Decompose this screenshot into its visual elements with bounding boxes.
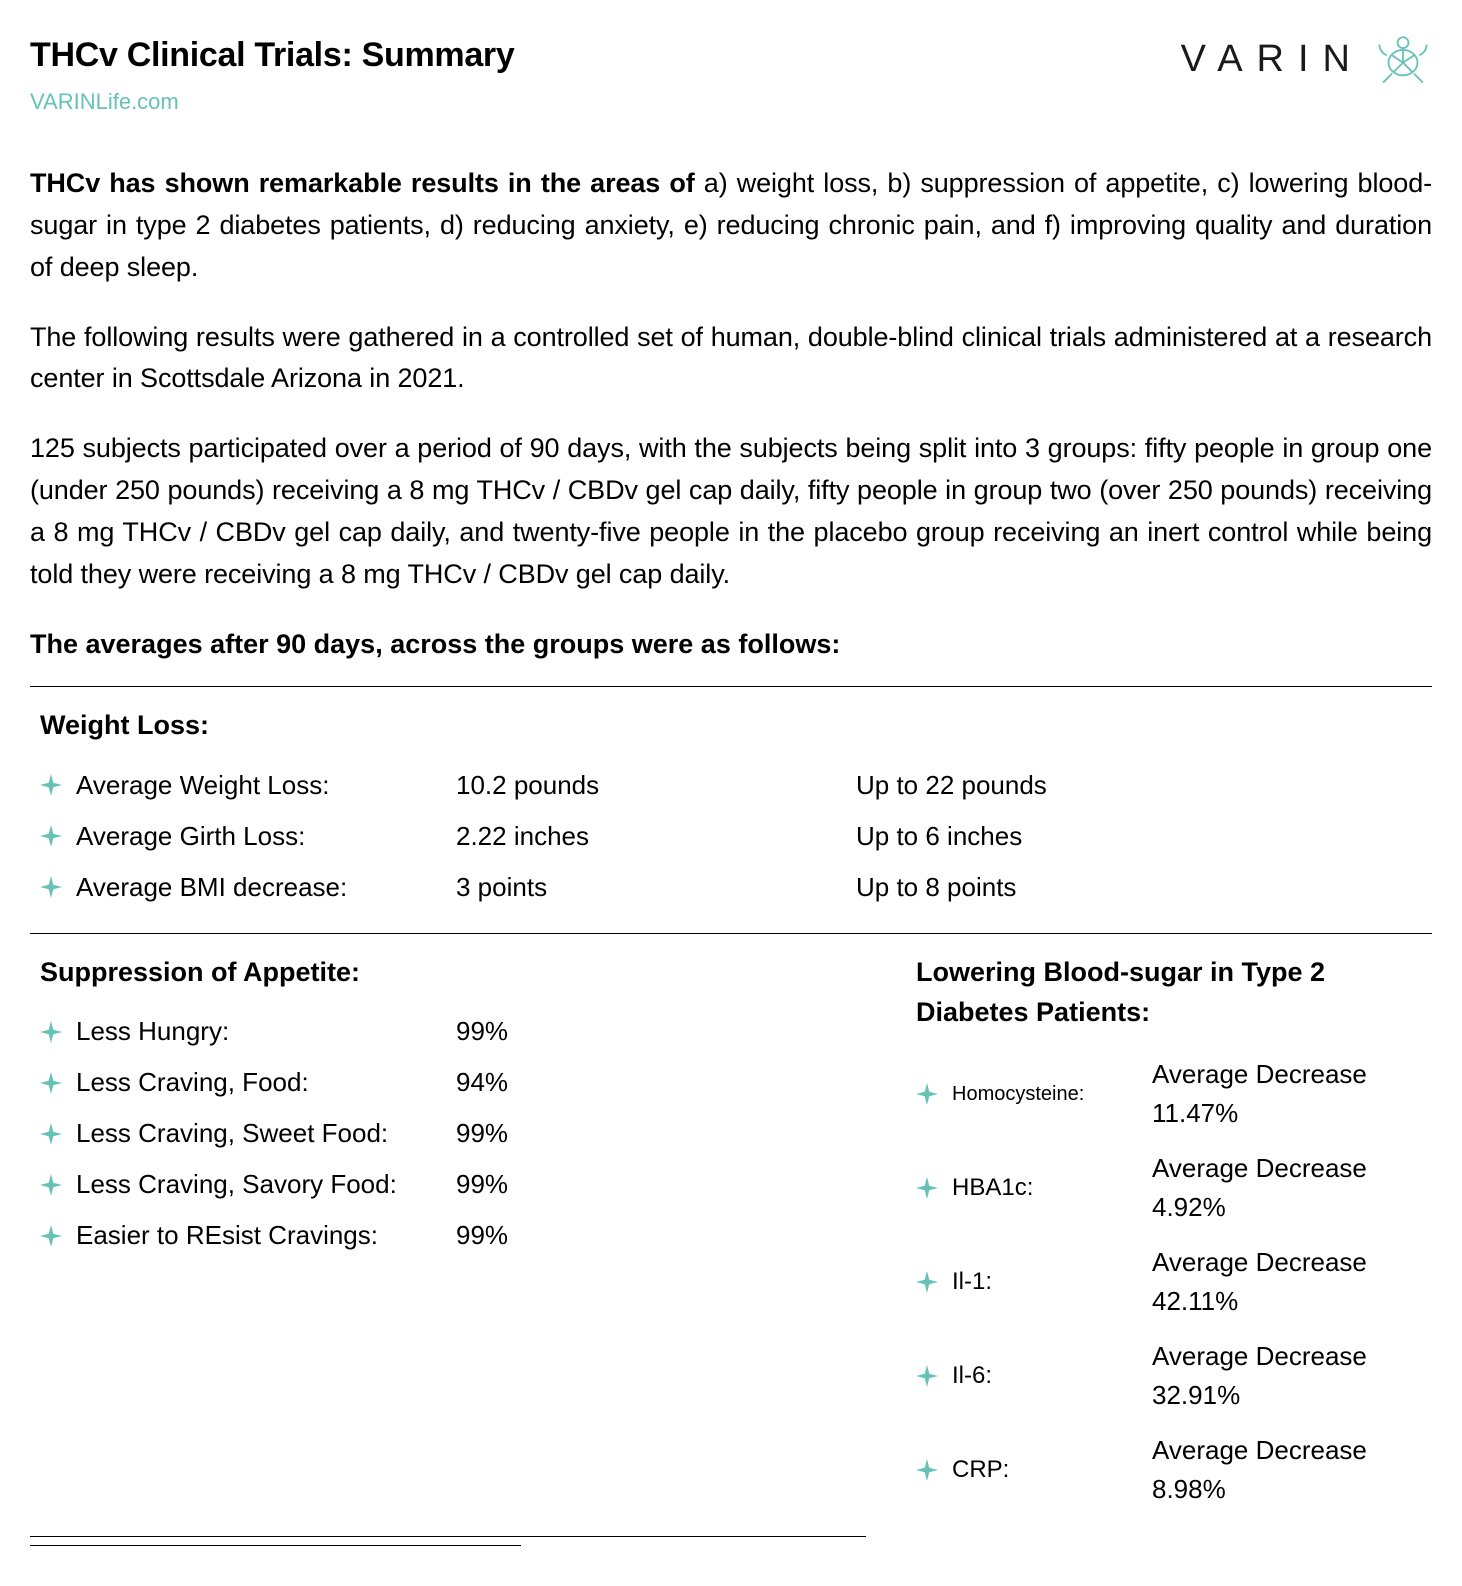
table-row: HBA1c: Average Decrease 4.92% [916,1141,1422,1235]
title-block: THCv Clinical Trials: Summary VARINLife.… [30,30,514,118]
sparkle-icon [40,825,76,847]
table-row: Less Hungry: 99% [40,1006,856,1057]
row-extra: Up to 22 pounds [856,766,1422,805]
row-value: 10.2 pounds [456,766,856,805]
appetite-title: Suppression of Appetite: [40,952,856,993]
sparkle-icon [916,1365,952,1387]
sparkle-icon [916,1177,952,1199]
row-value: Average Decrease 32.91% [1152,1337,1422,1415]
table-row: Homocysteine: Average Decrease 11.47% [916,1047,1422,1141]
header: THCv Clinical Trials: Summary VARINLife.… [30,30,1432,118]
sparkle-icon [916,1271,952,1293]
table-row: Less Craving, Savory Food: 99% [40,1159,856,1210]
row-value: 94% [456,1063,856,1102]
logo: VARIN [1181,30,1432,88]
row-label: Homocysteine: [952,1079,1152,1109]
sparkle-icon [916,1083,952,1105]
row-value: Average Decrease 11.47% [1152,1055,1422,1133]
table-row: Il-6: Average Decrease 32.91% [916,1329,1422,1423]
site-link[interactable]: VARINLife.com [30,85,514,118]
sparkle-icon [40,1072,76,1094]
row-value: 99% [456,1216,856,1255]
row-value: 99% [456,1165,856,1204]
table-row: Il-1: Average Decrease 42.11% [916,1235,1422,1329]
row-label: Less Craving, Savory Food: [76,1165,456,1204]
row-label: Il-1: [952,1264,1152,1300]
sparkle-icon [40,1123,76,1145]
row-label: Il-6: [952,1358,1152,1394]
row-label: Average Girth Loss: [76,817,456,856]
intro-bold: THCv has shown remarkable results in the… [30,168,704,198]
row-value: 3 points [456,868,856,907]
table-row: Average BMI decrease: 3 points Up to 8 p… [40,862,1422,913]
row-label: HBA1c: [952,1170,1152,1206]
row-label: Easier to REsist Cravings: [76,1216,456,1255]
row-extra: Up to 6 inches [856,817,1422,856]
table-row: Average Weight Loss: 10.2 pounds Up to 2… [40,760,1422,811]
turtle-icon [1374,30,1432,88]
row-label: Less Craving, Food: [76,1063,456,1102]
row-value: Average Decrease 8.98% [1152,1431,1422,1509]
row-value: Average Decrease 4.92% [1152,1149,1422,1227]
two-column-region: Suppression of Appetite: Less Hungry: 99… [30,934,1432,1537]
sparkle-icon [40,1021,76,1043]
sparkle-icon [40,1174,76,1196]
row-value: Average Decrease 42.11% [1152,1243,1422,1321]
blood-sugar-title: Lowering Blood-sugar in Type 2 Diabetes … [916,952,1422,1033]
sparkle-icon [40,1225,76,1247]
sparkle-icon [40,876,76,898]
divider-bottom-narrow [30,1545,521,1546]
averages-heading: The averages after 90 days, across the g… [30,624,1432,665]
table-row: CRP: Average Decrease 8.98% [916,1423,1422,1517]
intro-paragraph-3: 125 subjects participated over a period … [30,428,1432,595]
table-row: Less Craving, Food: 94% [40,1057,856,1108]
sparkle-icon [40,774,76,796]
row-value: 99% [456,1114,856,1153]
intro-paragraph-2: The following results were gathered in a… [30,317,1432,401]
table-row: Average Girth Loss: 2.22 inches Up to 6 … [40,811,1422,862]
logo-text: VARIN [1181,31,1364,88]
appetite-section: Suppression of Appetite: Less Hungry: 99… [30,934,866,1537]
row-label: Average BMI decrease: [76,868,456,907]
sparkle-icon [916,1459,952,1481]
table-row: Easier to REsist Cravings: 99% [40,1210,856,1261]
row-label: Less Craving, Sweet Food: [76,1114,456,1153]
row-value: 2.22 inches [456,817,856,856]
row-label: CRP: [952,1452,1152,1488]
row-label: Less Hungry: [76,1012,456,1051]
intro-paragraph-1: THCv has shown remarkable results in the… [30,163,1432,289]
weight-loss-title: Weight Loss: [40,705,1422,746]
weight-loss-section: Weight Loss: Average Weight Loss: 10.2 p… [30,687,1432,933]
row-label: Average Weight Loss: [76,766,456,805]
row-extra: Up to 8 points [856,868,1422,907]
row-value: 99% [456,1012,856,1051]
table-row: Less Craving, Sweet Food: 99% [40,1108,856,1159]
page-title: THCv Clinical Trials: Summary [30,30,514,81]
blood-sugar-section: Lowering Blood-sugar in Type 2 Diabetes … [906,934,1432,1537]
